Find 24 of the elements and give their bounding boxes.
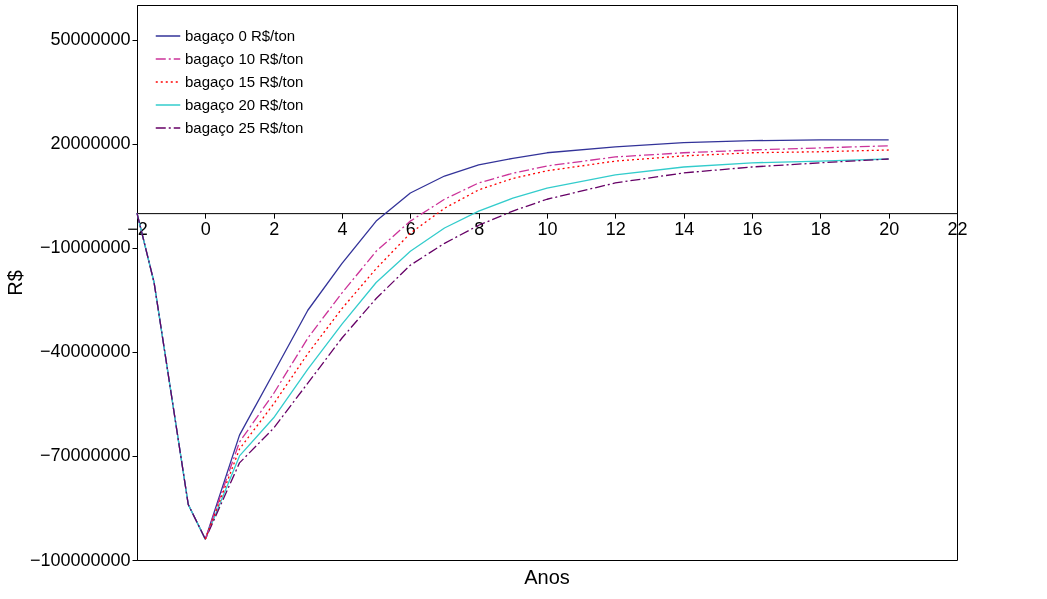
- y-tick-label: −10000000: [39, 237, 131, 258]
- legend-label: bagaço 15 R$/ton: [185, 73, 304, 90]
- y-tick-label: −100000000: [29, 549, 131, 570]
- x-tick-label: 12: [605, 218, 626, 239]
- x-tick-label: 18: [810, 218, 831, 239]
- x-tick-label: 16: [742, 218, 763, 239]
- y-axis-title: R$: [3, 270, 26, 296]
- y-tick-label: 20000000: [50, 133, 131, 154]
- x-tick-label: 4: [337, 218, 348, 239]
- y-tick-label: −40000000: [39, 341, 131, 362]
- x-tick-label: 6: [405, 218, 416, 239]
- x-tick-label: 2: [269, 218, 280, 239]
- x-tick-label: 10: [537, 218, 558, 239]
- legend-label: bagaço 0 R$/ton: [185, 27, 296, 44]
- x-axis-title: Anos: [524, 566, 570, 588]
- legend-label: bagaço 25 R$/ton: [185, 119, 304, 136]
- x-tick-label: 8: [474, 218, 485, 239]
- x-tick-label: 0: [200, 218, 211, 239]
- x-tick-label: 14: [674, 218, 695, 239]
- legend-label: bagaço 20 R$/ton: [185, 96, 304, 113]
- legend-label: bagaço 10 R$/ton: [185, 50, 304, 67]
- y-tick-label: −70000000: [39, 445, 131, 466]
- y-tick-label: 50000000: [50, 29, 131, 50]
- x-tick-label: 20: [879, 218, 900, 239]
